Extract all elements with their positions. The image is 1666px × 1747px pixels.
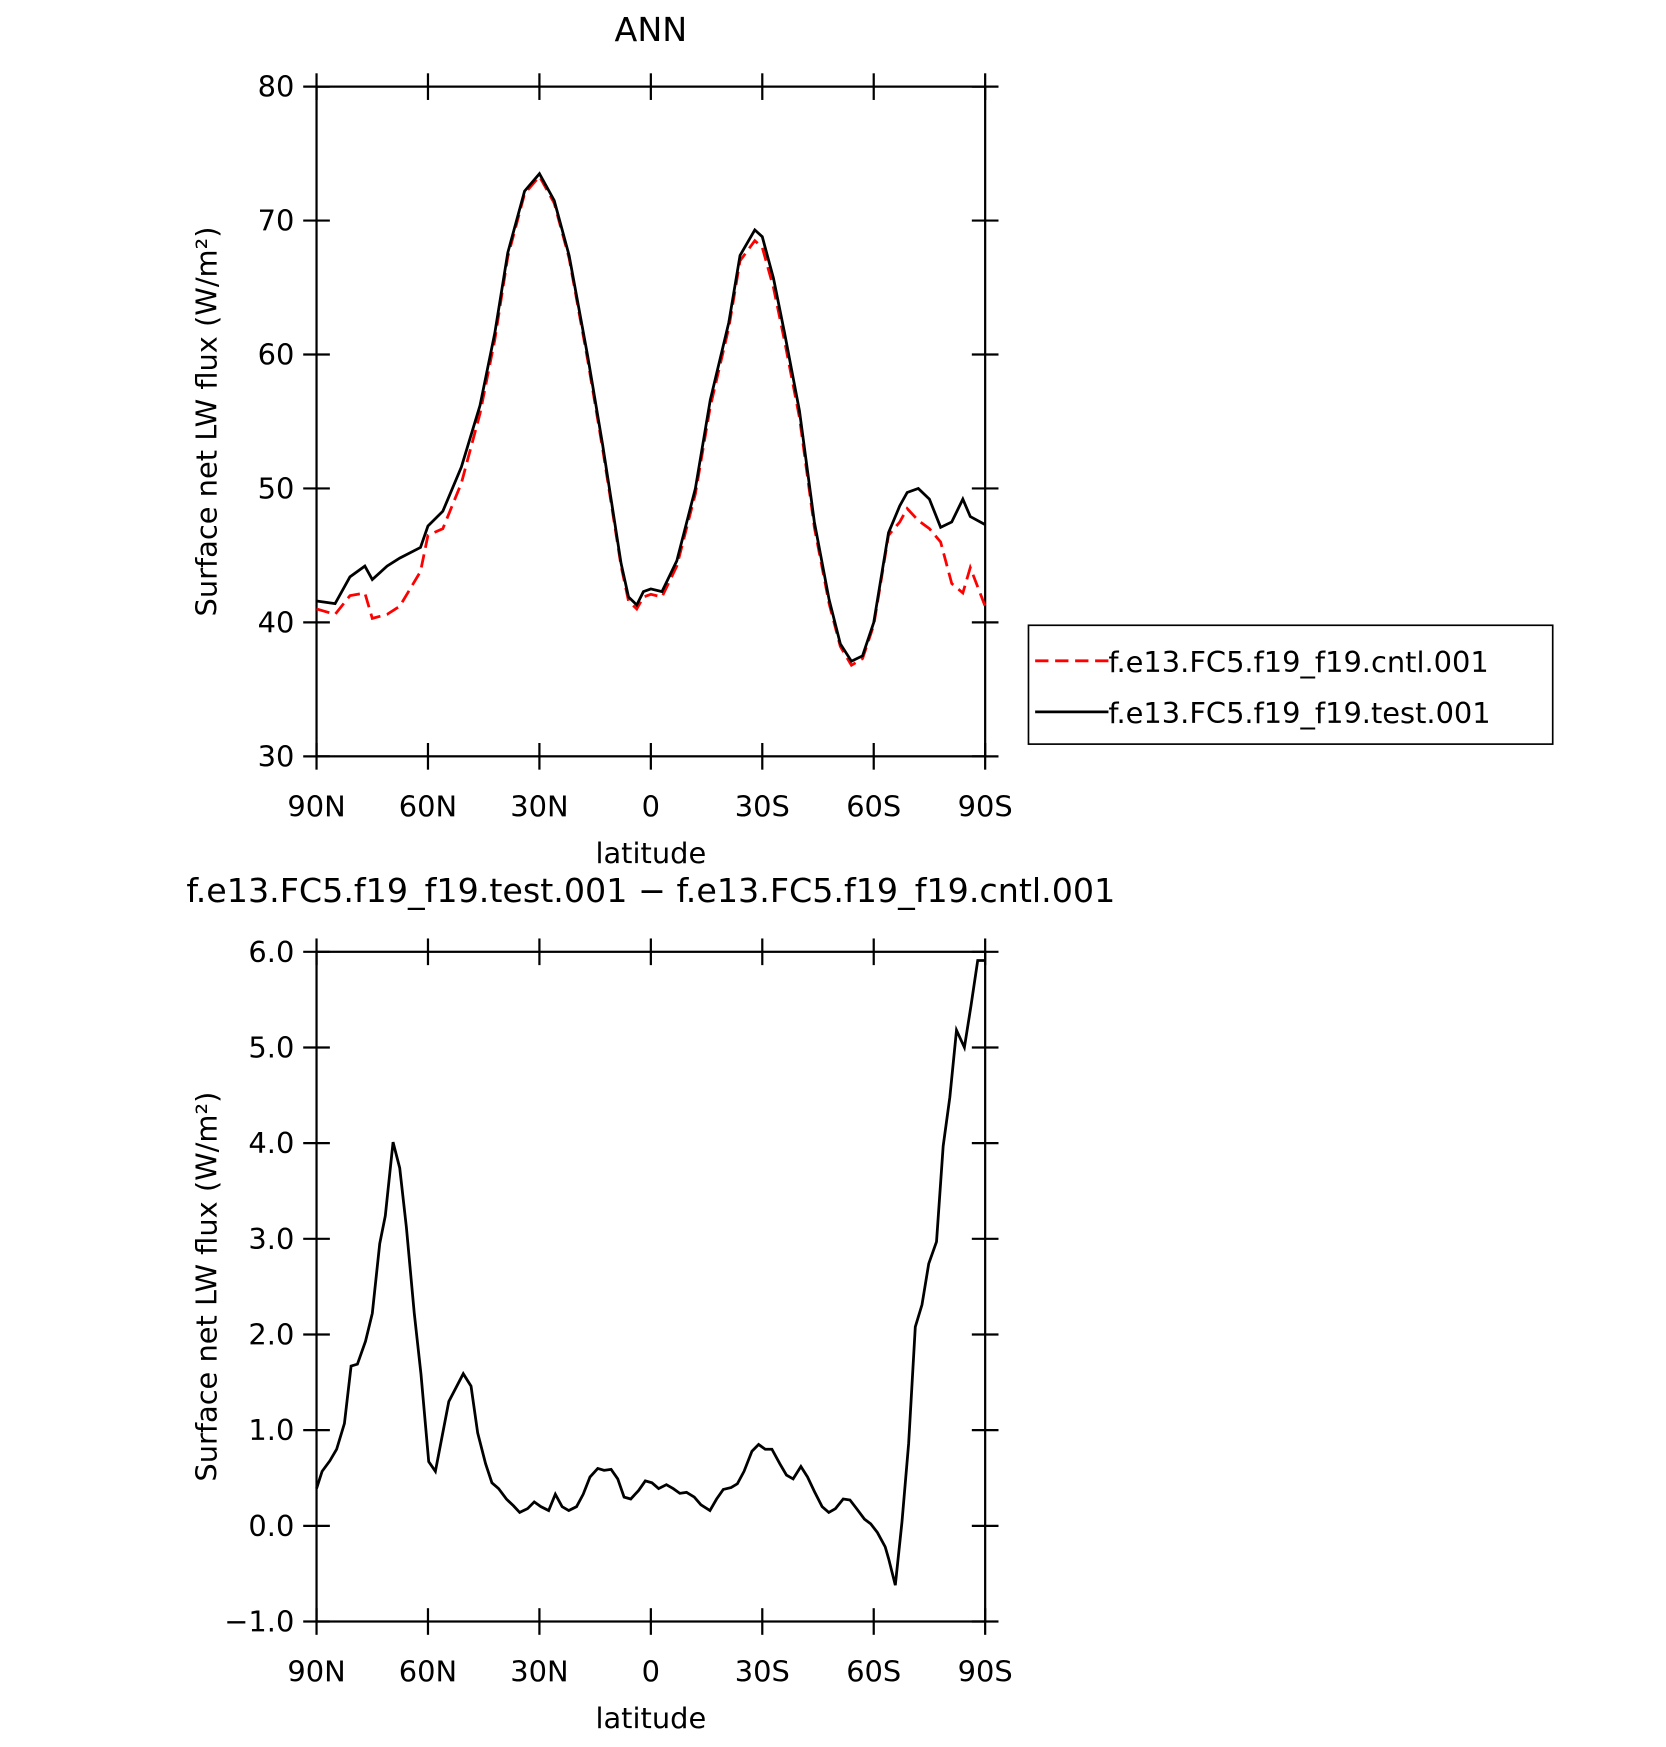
y-tick-label: 50 [258,471,295,505]
y-tick-label: 70 [258,204,295,238]
x-tick-label: 60N [399,789,457,823]
y-tick-label: 30 [258,739,295,773]
y-tick-label: 60 [258,338,295,372]
x-tick-label: 30S [735,789,790,823]
x-tick-label: 0 [642,1654,660,1688]
x-tick-label: 90N [287,789,345,823]
x-axis-label: latitude [595,836,706,870]
y-tick-label: 80 [258,70,295,104]
y-tick-label: 0.0 [248,1509,294,1543]
y-tick-label: 3.0 [248,1222,294,1256]
y-tick-label: 6.0 [248,935,294,969]
legend-box [1027,624,1554,745]
data-line [316,171,986,664]
x-tick-label: 90S [958,789,1013,823]
chart-title: ANN [615,10,688,49]
x-tick-label: 30N [510,1654,568,1688]
legend-label: f.e13.FC5.f19_f19.test.001 [1108,696,1490,730]
chart-title: f.e13.FC5.f19_f19.test.001 − f.e13.FC5.f… [186,871,1115,910]
y-tick-label: 40 [258,605,295,639]
x-tick-label: 0 [642,789,660,823]
plot-frame [315,950,987,1623]
y-tick-label: −1.0 [224,1604,294,1638]
x-tick-label: 60N [399,1654,457,1688]
y-tick-label: 5.0 [248,1030,294,1064]
data-line [316,173,987,668]
x-tick-label: 30N [510,789,568,823]
x-tick-label: 30S [735,1654,790,1688]
y-axis-label: Surface net LW flux (W/m²) [190,226,224,616]
plot-frame [315,85,987,758]
x-axis-label: latitude [595,1701,706,1735]
x-tick-label: 60S [846,789,901,823]
y-tick-label: 4.0 [248,1126,294,1160]
legend-label: f.e13.FC5.f19_f19.cntl.001 [1108,645,1488,679]
y-tick-label: 1.0 [248,1413,294,1447]
x-tick-label: 90N [287,1654,345,1688]
y-tick-label: 2.0 [248,1317,294,1351]
x-tick-label: 60S [846,1654,901,1688]
x-tick-label: 90S [958,1654,1013,1688]
data-line [315,959,986,1586]
y-axis-label: Surface net LW flux (W/m²) [190,1092,224,1482]
